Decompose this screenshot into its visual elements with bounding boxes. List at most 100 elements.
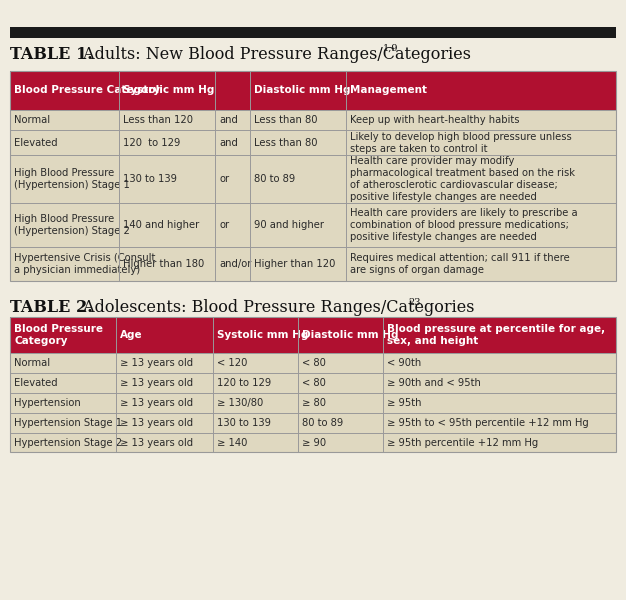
Text: Hypertension Stage 2: Hypertension Stage 2 — [14, 437, 123, 448]
Text: Blood Pressure
Category: Blood Pressure Category — [14, 325, 103, 346]
Text: Less than 80: Less than 80 — [254, 115, 318, 125]
Text: ≥ 90: ≥ 90 — [302, 437, 326, 448]
Text: Systolic mm Hg: Systolic mm Hg — [123, 85, 215, 95]
Text: 140 and higher: 140 and higher — [123, 220, 200, 230]
Text: Normal: Normal — [14, 358, 51, 368]
Bar — [346, 155, 616, 203]
Text: Age: Age — [120, 331, 143, 340]
Text: Higher than 180: Higher than 180 — [123, 259, 205, 269]
Bar — [215, 130, 250, 155]
Bar — [119, 247, 215, 281]
Bar — [215, 71, 250, 110]
Bar — [215, 247, 250, 281]
Text: ≥ 13 years old: ≥ 13 years old — [120, 378, 193, 388]
Text: Less than 80: Less than 80 — [254, 137, 318, 148]
Bar — [10, 433, 116, 452]
Bar — [382, 353, 616, 373]
Bar — [10, 317, 116, 353]
Text: or: or — [219, 175, 229, 184]
Bar — [10, 413, 116, 433]
Bar — [215, 203, 250, 247]
Bar — [213, 353, 298, 373]
Text: ≥ 13 years old: ≥ 13 years old — [120, 398, 193, 408]
Bar — [382, 413, 616, 433]
Text: or: or — [219, 220, 229, 230]
Text: and: and — [219, 115, 238, 125]
Bar — [382, 317, 616, 353]
Text: Higher than 120: Higher than 120 — [254, 259, 336, 269]
Bar — [116, 373, 213, 393]
Text: ≥ 13 years old: ≥ 13 years old — [120, 358, 193, 368]
Bar — [250, 203, 346, 247]
Bar — [116, 393, 213, 413]
Bar — [298, 353, 382, 373]
Text: ≥ 140: ≥ 140 — [217, 437, 248, 448]
Text: TABLE 2.: TABLE 2. — [10, 299, 93, 316]
Text: ≥ 90th and < 95th: ≥ 90th and < 95th — [387, 378, 481, 388]
Bar — [346, 130, 616, 155]
Bar — [10, 27, 616, 38]
Text: ≥ 80: ≥ 80 — [302, 398, 326, 408]
Bar — [250, 110, 346, 130]
Bar — [250, 155, 346, 203]
Text: < 90th: < 90th — [387, 358, 421, 368]
Bar — [215, 155, 250, 203]
Bar — [215, 110, 250, 130]
Text: < 120: < 120 — [217, 358, 248, 368]
Bar — [298, 413, 382, 433]
Bar — [298, 317, 382, 353]
Text: ≥ 13 years old: ≥ 13 years old — [120, 418, 193, 428]
Bar — [119, 71, 215, 110]
Text: Hypertension Stage 1: Hypertension Stage 1 — [14, 418, 123, 428]
Bar — [382, 393, 616, 413]
Text: ≥ 13 years old: ≥ 13 years old — [120, 437, 193, 448]
Bar — [250, 130, 346, 155]
Text: Blood pressure at percentile for age,
sex, and height: Blood pressure at percentile for age, se… — [387, 325, 605, 346]
Text: Less than 120: Less than 120 — [123, 115, 193, 125]
Bar — [10, 110, 119, 130]
Text: Elevated: Elevated — [14, 378, 58, 388]
Bar — [10, 393, 116, 413]
Text: 23: 23 — [408, 298, 421, 307]
Bar — [10, 203, 119, 247]
Bar — [119, 110, 215, 130]
Text: 120  to 129: 120 to 129 — [123, 137, 181, 148]
Text: 120 to 129: 120 to 129 — [217, 378, 272, 388]
Text: < 80: < 80 — [302, 378, 326, 388]
Bar — [298, 433, 382, 452]
Text: Elevated: Elevated — [14, 137, 58, 148]
Text: ≥ 95th: ≥ 95th — [387, 398, 421, 408]
Bar — [10, 71, 119, 110]
Bar — [116, 317, 213, 353]
Bar — [10, 155, 119, 203]
Bar — [346, 71, 616, 110]
Text: Systolic mm Hg: Systolic mm Hg — [217, 331, 309, 340]
Text: 80 to 89: 80 to 89 — [254, 175, 295, 184]
Text: 80 to 89: 80 to 89 — [302, 418, 344, 428]
Text: 130 to 139: 130 to 139 — [217, 418, 272, 428]
Text: Hypertension: Hypertension — [14, 398, 81, 408]
Bar — [346, 247, 616, 281]
Text: ≥ 130/80: ≥ 130/80 — [217, 398, 264, 408]
Text: 90 and higher: 90 and higher — [254, 220, 324, 230]
Bar — [10, 373, 116, 393]
Bar — [10, 353, 116, 373]
Text: and: and — [219, 137, 238, 148]
Text: Health care providers are likely to prescribe a
combination of blood pressure me: Health care providers are likely to pres… — [350, 208, 578, 242]
Text: ≥ 95th to < 95th percentile +12 mm Hg: ≥ 95th to < 95th percentile +12 mm Hg — [387, 418, 589, 428]
Text: Blood Pressure Category: Blood Pressure Category — [14, 85, 160, 95]
Bar — [213, 393, 298, 413]
Bar — [213, 373, 298, 393]
Text: High Blood Pressure
(Hypertension) Stage 2: High Blood Pressure (Hypertension) Stage… — [14, 214, 130, 236]
Text: Normal: Normal — [14, 115, 51, 125]
Text: Management: Management — [350, 85, 427, 95]
Bar — [382, 373, 616, 393]
Bar — [10, 71, 616, 281]
Bar — [213, 413, 298, 433]
Bar — [298, 393, 382, 413]
Bar — [119, 155, 215, 203]
Text: Requires medical attention; call 911 if there
are signs of organ damage: Requires medical attention; call 911 if … — [350, 253, 570, 275]
Bar — [10, 130, 119, 155]
Bar — [116, 433, 213, 452]
Bar — [250, 247, 346, 281]
